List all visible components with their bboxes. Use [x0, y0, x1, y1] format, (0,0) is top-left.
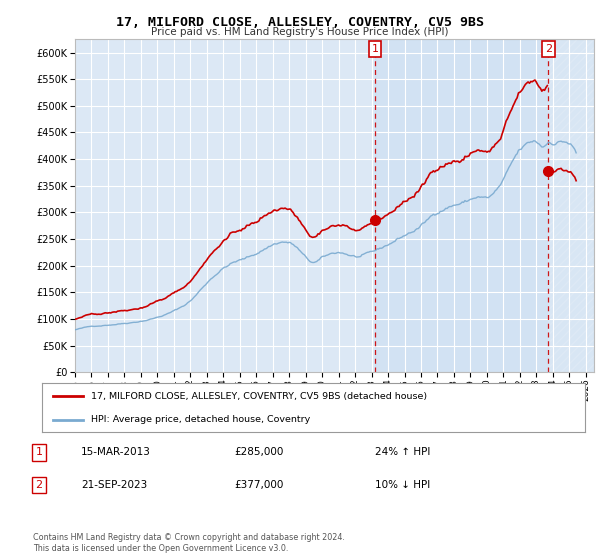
- Text: 10% ↓ HPI: 10% ↓ HPI: [375, 480, 430, 490]
- Bar: [375, 39, 594, 372]
- Text: 17, MILFORD CLOSE, ALLESLEY, COVENTRY, CV5 9BS (detached house): 17, MILFORD CLOSE, ALLESLEY, COVENTRY, C…: [91, 392, 427, 401]
- Text: Contains HM Land Registry data © Crown copyright and database right 2024.
This d: Contains HM Land Registry data © Crown c…: [33, 533, 345, 553]
- Text: 15-MAR-2013: 15-MAR-2013: [81, 447, 151, 458]
- Text: £377,000: £377,000: [234, 480, 283, 490]
- Text: 2: 2: [545, 44, 552, 54]
- Text: £285,000: £285,000: [234, 447, 283, 458]
- Text: 24% ↑ HPI: 24% ↑ HPI: [375, 447, 430, 458]
- Text: Price paid vs. HM Land Registry's House Price Index (HPI): Price paid vs. HM Land Registry's House …: [151, 27, 449, 37]
- Text: 1: 1: [371, 44, 379, 54]
- Text: HPI: Average price, detached house, Coventry: HPI: Average price, detached house, Cove…: [91, 416, 310, 424]
- Text: 21-SEP-2023: 21-SEP-2023: [81, 480, 147, 490]
- Text: 17, MILFORD CLOSE, ALLESLEY, COVENTRY, CV5 9BS: 17, MILFORD CLOSE, ALLESLEY, COVENTRY, C…: [116, 16, 484, 29]
- Bar: [548, 39, 594, 372]
- Text: 1: 1: [35, 447, 43, 458]
- Text: 2: 2: [35, 480, 43, 490]
